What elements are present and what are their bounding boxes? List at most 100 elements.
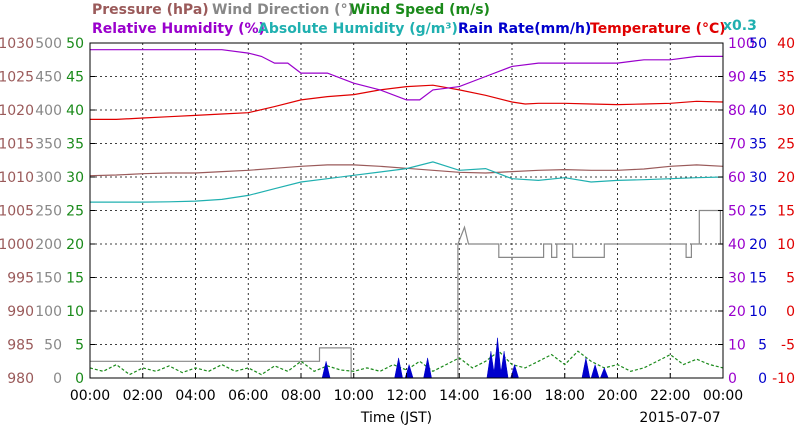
- humidity-tick: 90: [728, 70, 746, 86]
- pressure-tick: 1030: [0, 36, 34, 52]
- humidity-tick: 0: [728, 371, 737, 387]
- rain-rate-tick: 5: [758, 338, 767, 354]
- wind-speed-tick: 5: [75, 338, 84, 354]
- series-temperature-c: [90, 84, 724, 120]
- rain-rate-spike: [321, 361, 331, 379]
- x-tick-label: 10:00: [334, 388, 374, 404]
- wind-speed-tick: 15: [66, 271, 84, 287]
- rain-rate-spike: [599, 367, 609, 379]
- left-axes: 1030102510201015101010051000995990985980…: [0, 36, 95, 387]
- rain-rate-spike: [581, 357, 591, 379]
- x-tick-label: 08:00: [281, 388, 321, 404]
- temperature-tick: 15: [777, 204, 795, 220]
- temperature-tick: 20: [777, 170, 795, 186]
- wind-speed-tick: 40: [66, 103, 84, 119]
- wind-speed-tick: 20: [66, 237, 84, 253]
- rain-rate-spike: [590, 363, 600, 379]
- wind-direction-tick: 500: [35, 36, 62, 52]
- humidity-tick: 60: [728, 170, 746, 186]
- rain-rate-spike: [423, 357, 432, 379]
- humidity-tick: 20: [728, 304, 746, 320]
- wind-speed-tick: 45: [66, 70, 84, 86]
- x-tick-label: 12:00: [386, 388, 426, 404]
- legend-entry: Rain Rate(mm/h): [458, 21, 591, 37]
- date-label: 2015-07-07: [639, 410, 720, 426]
- wind-direction-tick: 200: [35, 237, 62, 253]
- legend-entry: Wind Speed (m/s): [350, 2, 490, 18]
- wind-direction-tick: 0: [53, 371, 62, 387]
- rain-rate-tick: 10: [749, 304, 767, 320]
- temperature-tick: 35: [777, 70, 795, 86]
- wind-direction-tick: 400: [35, 103, 62, 119]
- wind-direction-tick: 450: [35, 70, 62, 86]
- x-tick-label: 00:00: [703, 388, 743, 404]
- humidity-tick: 50: [728, 204, 746, 220]
- legend-row-2: Relative Humidity (%)Absolute Humidity (…: [92, 18, 757, 37]
- rain-rate-tick: 50: [749, 36, 767, 52]
- wind-speed-tick: 50: [66, 36, 84, 52]
- temperature-tick: 25: [777, 137, 795, 153]
- pressure-tick: 1000: [0, 237, 34, 253]
- rain-rate-spike: [394, 357, 403, 379]
- x-tick-label: 04:00: [175, 388, 215, 404]
- x-axis-title: Time (JST): [360, 410, 432, 426]
- rain-rate-spike: [499, 351, 509, 379]
- legend-entry: Relative Humidity (%): [92, 21, 265, 37]
- wind-direction-tick: 250: [35, 204, 62, 220]
- rain-rate-tick: 20: [749, 237, 767, 253]
- legend-entry: Wind Direction (°): [212, 2, 354, 18]
- wind-direction-tick: 50: [44, 338, 62, 354]
- pressure-tick: 995: [7, 271, 34, 287]
- wind-direction-tick: 100: [35, 304, 62, 320]
- grid: [90, 43, 723, 378]
- series-wind-speed-m-s: [89, 350, 724, 376]
- humidity-tick: 80: [728, 103, 746, 119]
- humidity-tick: 40: [728, 237, 746, 253]
- x-tick-label: 20:00: [597, 388, 637, 404]
- rain-rate-spike: [493, 337, 502, 379]
- rain-rate-tick: 45: [749, 70, 767, 86]
- temperature-tick: 30: [777, 103, 795, 119]
- x-tick-label: 14:00: [439, 388, 479, 404]
- right-axes: 1009080706050403020100504540353025201510…: [718, 36, 795, 387]
- temperature-tick: 5: [786, 271, 795, 287]
- pressure-tick: 1015: [0, 137, 34, 153]
- temperature-tick: -10: [772, 371, 795, 387]
- pressure-tick: 980: [7, 371, 34, 387]
- wind-speed-tick: 30: [66, 170, 84, 186]
- legend-entry: Pressure (hPa): [92, 2, 209, 18]
- wind-direction-tick: 350: [35, 137, 62, 153]
- wind-speed-tick: 0: [75, 371, 84, 387]
- wind-direction-tick: 300: [35, 170, 62, 186]
- rain-rate-tick: 30: [749, 170, 767, 186]
- temperature-tick: 0: [786, 304, 795, 320]
- humidity-tick: 100: [728, 36, 755, 52]
- x-tick-label: 16:00: [492, 388, 532, 404]
- rain-rate-tick: 40: [749, 103, 767, 119]
- x-axis: 00:00 02:00 04:00 06:00 08:00 10:00 12:00 14:00…: [70, 373, 743, 404]
- humidity-tick: 30: [728, 271, 746, 287]
- pressure-tick: 1005: [0, 204, 34, 220]
- series-relative-humidity: [90, 49, 723, 101]
- temperature-tick: 40: [777, 36, 795, 52]
- temperature-tick: 10: [777, 237, 795, 253]
- x-tick-label: 06:00: [228, 388, 268, 404]
- rain-rate-tick: 0: [758, 371, 767, 387]
- rain-rate-tick: 15: [749, 271, 767, 287]
- legend-entry: Temperature (°C): [590, 21, 726, 37]
- rain-rate-tick: 25: [749, 204, 767, 220]
- wind-speed-tick: 25: [66, 204, 84, 220]
- temperature-tick: -5: [781, 338, 795, 354]
- x-tick-label: 00:00: [70, 388, 110, 404]
- legend-entry: Absolute Humidity (g/m³): [258, 21, 458, 37]
- x-tick-label: 02:00: [123, 388, 163, 404]
- pressure-tick: 985: [7, 338, 34, 354]
- wind-speed-tick: 10: [66, 304, 84, 320]
- legend-row-1: Pressure (hPa) Wind Direction (°)Wind Spe…: [92, 2, 490, 18]
- wind-speed-tick: 35: [66, 137, 84, 153]
- legend-scale-note: x0.3: [723, 18, 757, 34]
- humidity-tick: 70: [728, 137, 746, 153]
- x-tick-label: 18:00: [545, 388, 585, 404]
